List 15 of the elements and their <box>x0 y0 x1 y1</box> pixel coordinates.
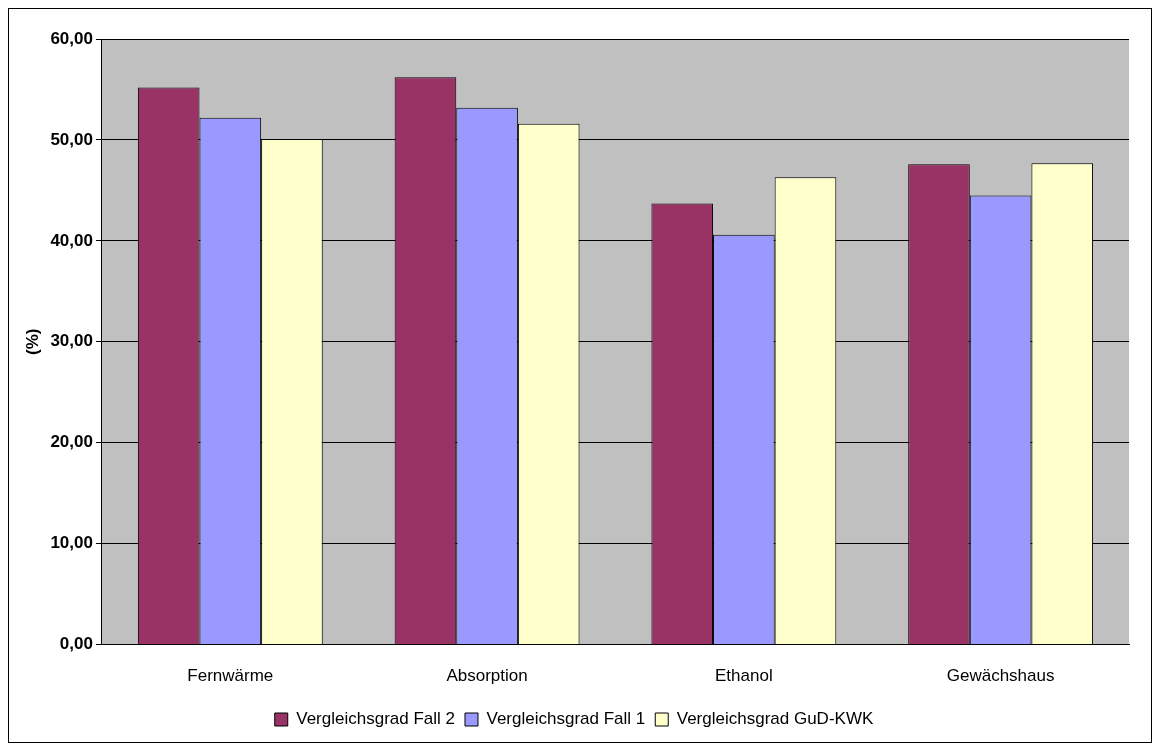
y-tick-label: 40,00 <box>50 230 93 250</box>
x-tick-label: Ethanol <box>715 666 773 686</box>
legend-label: Vergleichsgrad Fall 1 <box>486 709 646 729</box>
y-tick-label: 0,00 <box>59 634 93 654</box>
x-tick-label: Absorption <box>446 666 528 686</box>
x-tick-label: Fernwärme <box>187 666 274 686</box>
x-tick-label: Gewächshaus <box>946 666 1055 686</box>
y-tick-label: 30,00 <box>50 331 93 351</box>
y-tick-label: 50,00 <box>50 129 93 149</box>
y-axis-title: (%) <box>22 328 42 356</box>
legend-label: Vergleichsgrad Fall 2 <box>296 709 455 729</box>
y-tick-label: 20,00 <box>50 432 93 452</box>
legend-label: Vergleichsgrad GuD-KWK <box>676 709 874 729</box>
y-tick-label: 60,00 <box>50 28 93 48</box>
y-tick-label: 10,00 <box>50 533 93 553</box>
